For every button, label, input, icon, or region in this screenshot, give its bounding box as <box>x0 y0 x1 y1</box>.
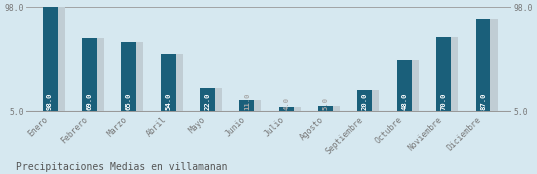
Text: 70.0: 70.0 <box>441 93 447 110</box>
Bar <box>325 106 340 111</box>
Bar <box>49 7 64 111</box>
Text: 98.0: 98.0 <box>47 93 53 110</box>
Text: 48.0: 48.0 <box>401 93 407 110</box>
Text: Precipitaciones Medias en villamanan: Precipitaciones Medias en villamanan <box>16 162 228 172</box>
Text: 87.0: 87.0 <box>480 93 486 110</box>
Text: 54.0: 54.0 <box>165 93 171 110</box>
Bar <box>436 37 451 111</box>
Bar <box>200 88 215 111</box>
Bar <box>358 90 372 111</box>
Bar <box>168 54 183 111</box>
Text: 20.0: 20.0 <box>362 93 368 110</box>
Bar <box>443 37 458 111</box>
Text: 11.0: 11.0 <box>244 93 250 110</box>
Bar <box>161 54 176 111</box>
Bar <box>121 42 136 111</box>
Text: 4.0: 4.0 <box>283 97 289 110</box>
Bar <box>246 100 262 111</box>
Text: 22.0: 22.0 <box>205 93 211 110</box>
Bar <box>82 38 97 111</box>
Bar <box>286 107 301 111</box>
Bar <box>240 100 255 111</box>
Bar <box>279 107 294 111</box>
Bar <box>404 60 419 111</box>
Text: 5.0: 5.0 <box>323 97 329 110</box>
Bar <box>128 42 143 111</box>
Bar <box>207 88 222 111</box>
Bar <box>89 38 104 111</box>
Bar <box>483 19 498 111</box>
Text: 69.0: 69.0 <box>86 93 92 110</box>
Bar <box>365 90 380 111</box>
Bar <box>476 19 490 111</box>
Bar <box>42 7 57 111</box>
Bar <box>318 106 333 111</box>
Text: 65.0: 65.0 <box>126 93 132 110</box>
Bar <box>397 60 412 111</box>
